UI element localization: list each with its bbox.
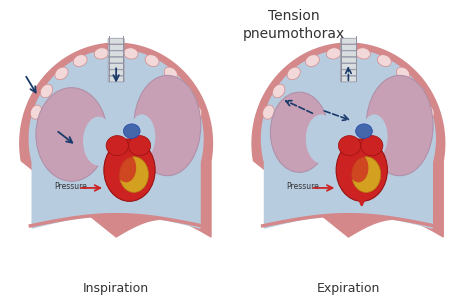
Polygon shape [20,43,212,237]
Ellipse shape [128,136,151,156]
Ellipse shape [366,75,433,176]
FancyBboxPatch shape [108,70,124,75]
Ellipse shape [180,84,192,98]
FancyBboxPatch shape [340,51,356,57]
FancyBboxPatch shape [108,38,124,44]
Ellipse shape [124,48,138,59]
Text: Pressure: Pressure [286,182,319,191]
FancyBboxPatch shape [340,38,356,44]
FancyBboxPatch shape [108,76,124,82]
Ellipse shape [336,139,387,201]
FancyBboxPatch shape [340,76,356,82]
Text: Inspiration: Inspiration [83,281,149,295]
Ellipse shape [305,55,319,67]
FancyBboxPatch shape [340,70,356,75]
Ellipse shape [356,48,370,59]
Ellipse shape [422,105,434,119]
Ellipse shape [145,55,159,67]
Ellipse shape [128,115,155,159]
Ellipse shape [94,48,109,59]
Ellipse shape [396,67,410,80]
Ellipse shape [40,84,53,98]
FancyBboxPatch shape [340,45,356,50]
Ellipse shape [55,67,68,80]
Ellipse shape [327,48,341,59]
FancyBboxPatch shape [108,64,124,69]
Ellipse shape [83,117,114,166]
Ellipse shape [263,105,274,119]
Ellipse shape [104,139,155,201]
Ellipse shape [30,105,42,119]
Ellipse shape [352,157,381,192]
Ellipse shape [270,92,328,172]
FancyBboxPatch shape [108,51,124,57]
Ellipse shape [348,153,368,182]
Ellipse shape [412,84,424,98]
FancyBboxPatch shape [340,57,356,63]
Ellipse shape [190,105,202,119]
Ellipse shape [306,115,337,163]
Ellipse shape [116,153,136,182]
Ellipse shape [377,55,392,67]
Ellipse shape [164,67,177,80]
Ellipse shape [134,75,201,176]
Ellipse shape [287,67,301,80]
Ellipse shape [356,124,373,138]
Ellipse shape [106,136,128,156]
Polygon shape [29,50,203,228]
Ellipse shape [123,124,140,138]
FancyBboxPatch shape [108,57,124,63]
Ellipse shape [119,157,148,192]
Ellipse shape [361,115,388,159]
FancyBboxPatch shape [340,64,356,69]
Text: Expiration: Expiration [317,281,380,295]
Ellipse shape [361,136,383,156]
Text: Pressure: Pressure [54,182,87,191]
Polygon shape [252,43,445,237]
Polygon shape [262,50,435,228]
Ellipse shape [36,88,107,181]
Ellipse shape [73,55,87,67]
Ellipse shape [338,136,361,156]
Text: Tension
pneumothorax: Tension pneumothorax [243,9,345,42]
FancyBboxPatch shape [108,45,124,50]
Ellipse shape [273,84,285,98]
